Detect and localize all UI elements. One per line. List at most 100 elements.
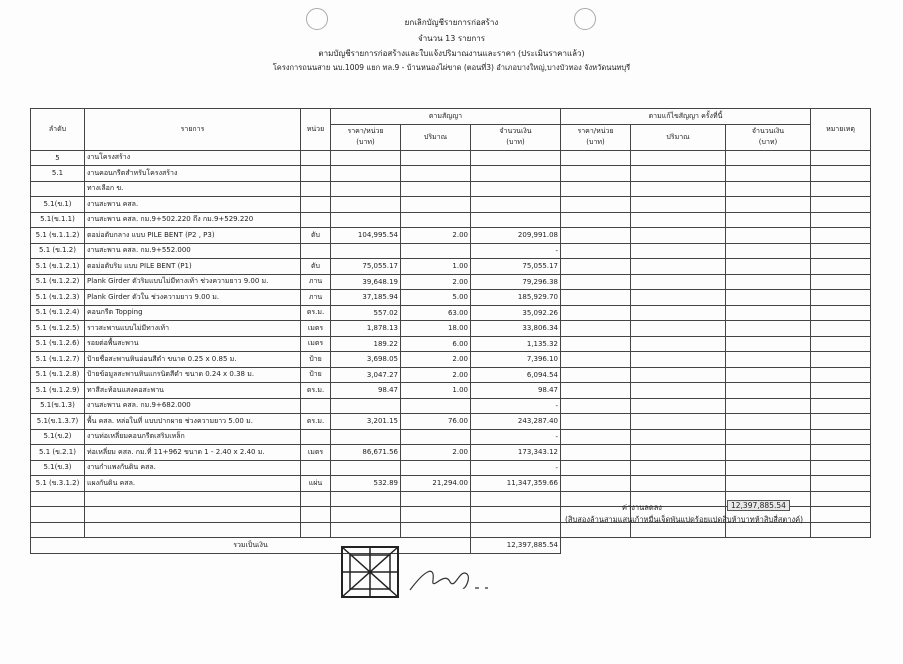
row-item: ทางเลือก ข. bbox=[84, 180, 301, 197]
row-new-amount bbox=[725, 258, 811, 275]
row-item: ป้ายข้อมูลสะพานหินแกรนิตสีดำ ขนาด 0.24 x… bbox=[84, 366, 301, 383]
row-amount bbox=[470, 149, 561, 166]
row-price bbox=[330, 397, 401, 414]
row-amount bbox=[470, 180, 561, 197]
row-price: 1,878.13 bbox=[330, 320, 401, 337]
decrease-label: ค่างานลดลง bbox=[622, 503, 662, 512]
row-remark bbox=[810, 165, 871, 182]
row-qty bbox=[400, 211, 471, 228]
row-remark bbox=[810, 258, 871, 275]
row-unit: เมตร bbox=[300, 444, 331, 461]
row-new-amount bbox=[725, 304, 811, 321]
row-qty bbox=[400, 149, 471, 166]
row-new-qty bbox=[630, 227, 726, 244]
row-price: 86,671.56 bbox=[330, 444, 401, 461]
row-price: 98.47 bbox=[330, 382, 401, 399]
row-new-price bbox=[560, 242, 631, 259]
total-value: 12,397,885.54 bbox=[470, 537, 561, 554]
row-new-price bbox=[560, 227, 631, 244]
row-new-amount bbox=[725, 180, 811, 197]
row-item bbox=[84, 490, 301, 507]
table-row: 5.1(ข.3) งานกำแพงกันดิน คสล. - bbox=[30, 459, 871, 476]
header-unit: หน่วย bbox=[300, 108, 331, 151]
row-new-price bbox=[560, 397, 631, 414]
row-new-price bbox=[560, 320, 631, 337]
row-remark bbox=[810, 351, 871, 368]
row-qty: 2.00 bbox=[400, 351, 471, 368]
row-new-qty bbox=[630, 351, 726, 368]
table-row bbox=[30, 521, 871, 538]
row-seq: 5.1 (ข.1.1.2) bbox=[30, 227, 85, 244]
row-new-qty bbox=[630, 242, 726, 259]
row-item: ป้ายชื่อสะพานหินอ่อนสีดำ ขนาด 0.25 x 0.8… bbox=[84, 351, 301, 368]
row-unit: ป้าย bbox=[300, 366, 331, 383]
header-new-price: ราคา/หน่วย (บาท) bbox=[560, 123, 631, 151]
table-row: 5.1 (ข.1.2.5) ราวสะพานแบบไม่มีทางเท้า เมตร… bbox=[30, 320, 871, 337]
row-remark bbox=[810, 196, 871, 213]
row-amount bbox=[470, 506, 561, 523]
row-amount: - bbox=[470, 428, 561, 445]
decrease-value: 12,397,885.54 bbox=[727, 500, 790, 511]
row-seq: 5.1 (ข.1.2.7) bbox=[30, 351, 85, 368]
row-amount bbox=[470, 196, 561, 213]
row-new-amount bbox=[725, 366, 811, 383]
row-new-qty bbox=[630, 397, 726, 414]
row-seq: 5.1(ข.1.3.7) bbox=[30, 413, 85, 430]
row-new-qty bbox=[630, 180, 726, 197]
row-seq: 5.1 (ข.1.2.8) bbox=[30, 366, 85, 383]
row-seq: 5.1(ข.1.3) bbox=[30, 397, 85, 414]
row-new-qty bbox=[630, 165, 726, 182]
table-row: 5.1 (ข.3.1.2) แผงกันดิน คสล. แผ่น 532.89 21,… bbox=[30, 475, 871, 492]
row-remark bbox=[810, 180, 871, 197]
row-unit: ตร.ม. bbox=[300, 304, 331, 321]
row-price bbox=[330, 196, 401, 213]
table-row: 5.1 (ข.1.2.1) ตอม่อตับริม แบบ PILE BENT (… bbox=[30, 258, 871, 275]
row-new-amount bbox=[725, 289, 811, 306]
row-price: 532.89 bbox=[330, 475, 401, 492]
punch-hole-icon bbox=[306, 8, 328, 30]
row-new-price bbox=[560, 428, 631, 445]
row-new-amount bbox=[725, 211, 811, 228]
row-unit: ป้าย bbox=[300, 351, 331, 368]
row-price: 39,648.19 bbox=[330, 273, 401, 290]
header-remark: หมายเหตุ bbox=[810, 108, 871, 151]
row-item: งานสะพาน คสล. กม.9+552.000 bbox=[84, 242, 301, 259]
row-seq: 5.1 (ข.1.2.1) bbox=[30, 258, 85, 275]
row-new-amount bbox=[725, 165, 811, 182]
doc-subtitle: ตามบัญชีรายการก่อสร้างและใบแจ้งปริมาณงาน… bbox=[318, 49, 585, 58]
row-seq: 5.1 (ข.3.1.2) bbox=[30, 475, 85, 492]
doc-count: จำนวน 13 รายการ bbox=[418, 34, 485, 43]
row-new-price bbox=[560, 413, 631, 430]
row-remark bbox=[810, 428, 871, 445]
row-seq: 5.1(ข.2) bbox=[30, 428, 85, 445]
row-seq bbox=[30, 506, 85, 523]
row-new-qty bbox=[630, 304, 726, 321]
row-unit: ภาน bbox=[300, 273, 331, 290]
row-qty: 6.00 bbox=[400, 335, 471, 352]
row-unit bbox=[300, 149, 331, 166]
row-amount: 1,135.32 bbox=[470, 335, 561, 352]
row-remark bbox=[810, 397, 871, 414]
row-seq: 5.1(ข.1) bbox=[30, 196, 85, 213]
row-price: 557.02 bbox=[330, 304, 401, 321]
row-amount: 185,929.70 bbox=[470, 289, 561, 306]
row-new-price bbox=[560, 459, 631, 476]
seal-stamp-icon bbox=[341, 546, 399, 598]
row-price: 3,201.15 bbox=[330, 413, 401, 430]
row-remark bbox=[810, 273, 871, 290]
row-amount: - bbox=[470, 242, 561, 259]
row-price bbox=[330, 459, 401, 476]
row-new-price bbox=[560, 165, 631, 182]
row-qty bbox=[400, 242, 471, 259]
header-new-amount: จำนวนเงิน (บาท) bbox=[725, 123, 811, 151]
row-new-price bbox=[560, 149, 631, 166]
boq-table: ลำดับ รายการ หน่วย ตามสัญญา ตามแก้ไขสัญญ… bbox=[30, 108, 871, 554]
row-price bbox=[330, 521, 401, 538]
row-new-price bbox=[560, 180, 631, 197]
row-new-price bbox=[560, 304, 631, 321]
table-row: 5.1(ข.1.3) งานสะพาน คสล. กม.9+682.000 - bbox=[30, 397, 871, 414]
row-item: งานโครงสร้าง bbox=[84, 149, 301, 166]
row-new-price bbox=[560, 382, 631, 399]
row-unit bbox=[300, 506, 331, 523]
